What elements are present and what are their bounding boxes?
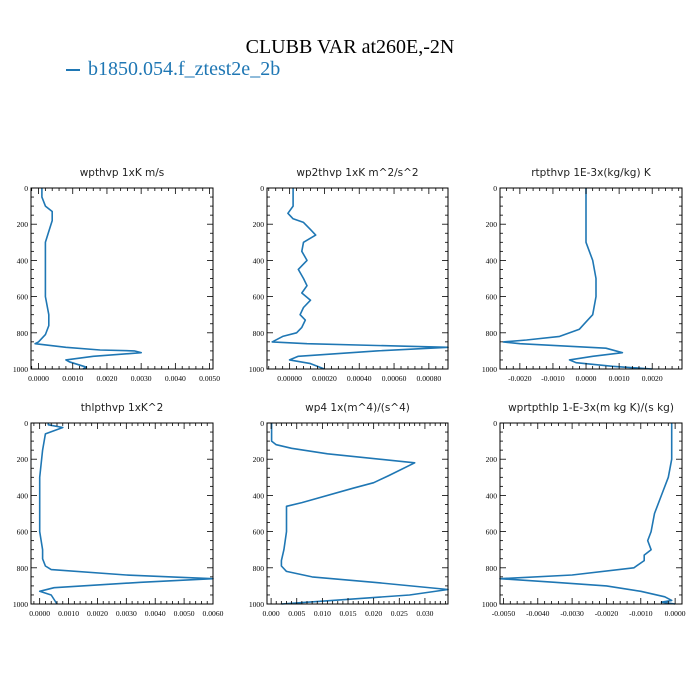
series-line — [499, 423, 676, 605]
y-tick-label: 600 — [486, 528, 498, 537]
subplot-title: wp2thvp 1xK m^2/s^2 — [296, 167, 418, 179]
x-tick-label: 0.005 — [288, 609, 305, 618]
y-tick-label: 1000 — [482, 365, 497, 374]
x-tick-label: 0.00080 — [417, 374, 442, 383]
y-tick-label: 400 — [17, 256, 29, 265]
x-tick-label: -0.0020 — [508, 374, 532, 383]
x-tick-label: 0.0020 — [87, 609, 108, 618]
x-tick-label: 0.0050 — [199, 374, 220, 383]
y-tick-label: 200 — [17, 220, 29, 229]
y-tick-label: 200 — [17, 455, 29, 464]
y-tick-label: 800 — [17, 329, 29, 338]
x-tick-label: 0.0000 — [29, 609, 50, 618]
x-tick-label: 0.0000 — [665, 609, 686, 618]
figure-title: CLUBB VAR at260E,-2N — [245, 36, 455, 58]
x-tick-label: 0.025 — [391, 609, 408, 618]
x-tick-label: -0.0030 — [560, 609, 584, 618]
x-tick-label: 0.0040 — [145, 609, 166, 618]
x-tick-label: 0.0020 — [97, 374, 118, 383]
series-line — [38, 423, 214, 605]
x-tick-label: 0.0000 — [28, 374, 49, 383]
subplot-title: thlpthvp 1xK^2 — [81, 402, 164, 414]
y-tick-label: 1000 — [249, 365, 264, 374]
subplot-title: wprtpthlp 1-E-3x(m kg K)/(s kg) — [508, 402, 674, 414]
y-tick-label: 800 — [486, 329, 498, 338]
subplot-title: wpthvp 1xK m/s — [80, 167, 165, 179]
y-tick-label: 600 — [17, 293, 29, 302]
plot-frame — [266, 422, 449, 605]
x-tick-label: 0.010 — [314, 609, 331, 618]
x-tick-label: 0.00000 — [277, 374, 302, 383]
y-tick-label: 400 — [486, 491, 498, 500]
subplot-title: wp4 1x(m^4)/(s^4) — [305, 402, 410, 414]
subplot-3: rtpthvp 1E-3x(kg/kg) K 0 200 400 600 800 1000 -… — [482, 167, 683, 383]
x-tick-label: -0.0050 — [492, 609, 516, 618]
y-tick-label: 0 — [24, 419, 28, 428]
y-tick-label: 0 — [260, 184, 264, 193]
y-tick-label: 0 — [493, 184, 497, 193]
series-line — [270, 423, 449, 605]
x-tick-label: 0.00020 — [312, 374, 337, 383]
x-tick-label: 0.0000 — [576, 374, 597, 383]
y-tick-label: 800 — [17, 564, 29, 573]
x-tick-label: 0.000 — [263, 609, 280, 618]
x-tick-label: 0.0010 — [62, 374, 83, 383]
x-tick-label: 0.0010 — [609, 374, 630, 383]
legend-line-swatch — [66, 69, 80, 72]
y-tick-label: 1000 — [13, 600, 28, 609]
y-tick-label: 600 — [253, 293, 265, 302]
y-tick-label: 600 — [486, 293, 498, 302]
plot-frame — [30, 187, 214, 370]
subplot-2: wp2thvp 1xK m^2/s^2 0 200 400 600 800 1000 0.00… — [249, 167, 449, 383]
x-tick-label: 0.020 — [365, 609, 382, 618]
y-tick-label: 400 — [486, 256, 498, 265]
y-tick-label: 400 — [253, 256, 265, 265]
legend-label: b1850.054.f_ztest2e_2b — [88, 58, 281, 80]
y-tick-label: 0 — [260, 419, 264, 428]
y-tick-label: 800 — [253, 329, 265, 338]
plot-frame — [499, 187, 683, 370]
x-tick-label: 0.0040 — [165, 374, 186, 383]
y-tick-label: 200 — [253, 455, 265, 464]
legend: b1850.054.f_ztest2e_2b — [66, 58, 280, 81]
series-line — [271, 188, 449, 370]
y-tick-label: 600 — [17, 528, 29, 537]
y-tick-label: 800 — [253, 564, 265, 573]
y-tick-label: 200 — [253, 220, 265, 229]
series-line — [502, 188, 653, 370]
y-tick-label: 1000 — [13, 365, 28, 374]
x-tick-label: 0.0030 — [131, 374, 152, 383]
y-tick-label: 200 — [486, 455, 498, 464]
x-tick-label: -0.0040 — [526, 609, 550, 618]
y-tick-label: 800 — [486, 564, 498, 573]
x-tick-label: 0.0060 — [203, 609, 224, 618]
y-tick-label: 600 — [253, 528, 265, 537]
plot-frame — [266, 187, 449, 370]
x-tick-label: -0.0020 — [595, 609, 619, 618]
y-tick-label: 400 — [17, 491, 29, 500]
x-tick-label: 0.0030 — [116, 609, 137, 618]
series-line — [34, 188, 142, 370]
y-tick-label: 0 — [24, 184, 28, 193]
x-tick-label: 0.030 — [416, 609, 433, 618]
x-tick-label: 0.015 — [339, 609, 356, 618]
x-tick-label: 0.0050 — [174, 609, 195, 618]
subplot-6: wprtpthlp 1-E-3x(m kg K)/(s kg) 0 200 400 60… — [482, 402, 686, 618]
x-tick-label: 0.00040 — [347, 374, 372, 383]
x-tick-label: -0.0010 — [541, 374, 565, 383]
y-tick-label: 400 — [253, 491, 265, 500]
y-tick-label: 1000 — [249, 600, 264, 609]
y-tick-label: 1000 — [482, 600, 497, 609]
y-tick-label: 0 — [493, 419, 497, 428]
x-tick-label: 0.0020 — [642, 374, 663, 383]
y-tick-label: 200 — [486, 220, 498, 229]
x-tick-label: -0.0010 — [629, 609, 653, 618]
x-tick-label: 0.00060 — [382, 374, 407, 383]
subplot-title: rtpthvp 1E-3x(kg/kg) K — [531, 167, 652, 179]
x-tick-label: 0.0010 — [58, 609, 79, 618]
